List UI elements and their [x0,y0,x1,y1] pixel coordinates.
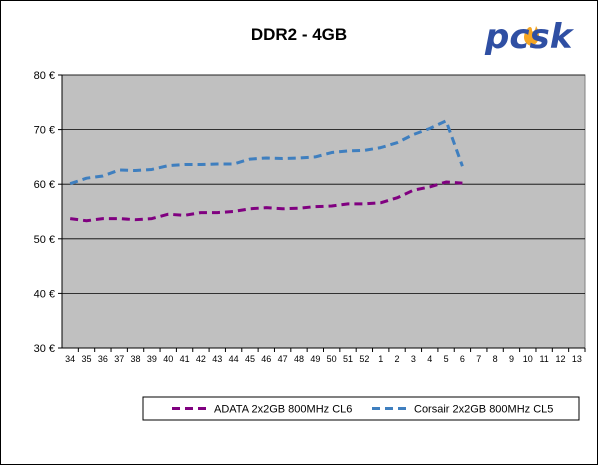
x-tick-label: 36 [98,354,108,364]
legend-label-2: Corsair 2x2GB 800MHz CL5 [414,404,553,416]
x-tick-label: 52 [359,354,369,364]
pcsk-logo: pcsk [484,17,575,57]
x-tick-label: 7 [476,354,481,364]
x-tick-label: 41 [180,354,190,364]
x-tick-label: 1 [378,354,383,364]
logo-wordmark: pcsk [484,17,575,57]
y-tick-label: 30 € [34,343,55,355]
x-tick-label: 46 [261,354,271,364]
series-line-2 [69,119,464,186]
x-tick-label: 40 [163,354,173,364]
x-tick-label: 9 [509,354,514,364]
y-tick-label: 60 € [34,179,55,191]
x-tick-label: 50 [327,354,337,364]
x-tick-label: 47 [278,354,288,364]
x-tick-label: 51 [343,354,353,364]
x-tick-label: 35 [82,354,92,364]
x-tick-label: 8 [493,354,498,364]
x-tick-label: 34 [65,354,75,364]
x-tick-label: 42 [196,354,206,364]
legend-box [142,396,580,421]
x-tick-label: 2 [395,354,400,364]
x-tick-label: 44 [229,354,239,364]
legend-label-1: ADATA 2x2GB 800MHz CL6 [214,404,352,416]
x-tick-label: 39 [147,354,157,364]
flame-icon [524,26,539,46]
x-tick-label: 6 [460,354,465,364]
x-tick-label: 5 [444,354,449,364]
x-tick-label: 45 [245,354,255,364]
legend: ADATA 2x2GB 800MHz CL6 Corsair 2x2GB 800M… [142,396,580,421]
plot-background [61,74,586,349]
x-tick-label: 37 [114,354,124,364]
x-tick-label: 43 [212,354,222,364]
y-tick-label: 50 € [34,234,55,246]
x-tick-label: 4 [427,354,432,364]
x-tick-label: 12 [555,354,565,364]
y-tick-label: 80 € [34,70,55,82]
x-tick-label: 11 [539,354,548,364]
x-tick-label: 13 [572,354,582,364]
x-tick-label: 3 [411,354,416,364]
series-line-1 [69,180,463,223]
y-tick-label: 70 € [34,125,55,137]
x-tick-label: 48 [294,354,304,364]
x-tick-label: 49 [310,354,320,364]
x-tick-label: 38 [131,354,141,364]
chart-title: DDR2 - 4GB [251,25,347,44]
x-tick-label: 10 [523,354,533,364]
y-tick-label: 40 € [34,288,55,300]
plot-area: 30 €40 €50 €60 €70 €80 €34 35 36 37 38 39 40 41… [34,70,586,364]
